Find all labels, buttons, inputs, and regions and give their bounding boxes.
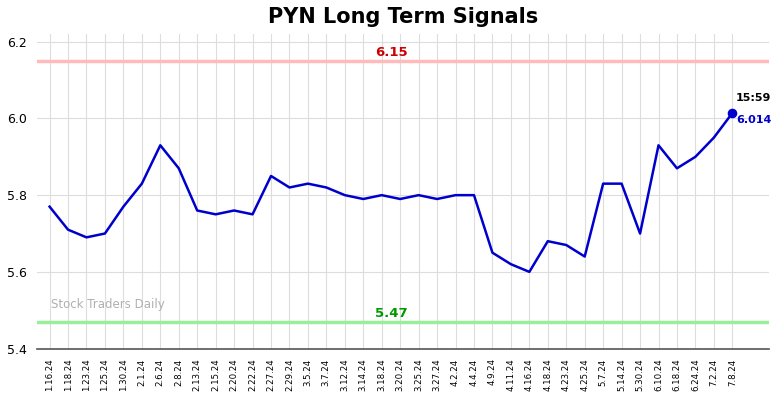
Text: 6.014: 6.014 (736, 115, 771, 125)
Title: PYN Long Term Signals: PYN Long Term Signals (268, 7, 538, 27)
Text: 6.15: 6.15 (375, 46, 407, 59)
Text: 15:59: 15:59 (736, 94, 771, 103)
Point (726, 110, 739, 116)
Text: Stock Traders Daily: Stock Traders Daily (51, 298, 165, 311)
Text: 5.47: 5.47 (375, 307, 407, 320)
